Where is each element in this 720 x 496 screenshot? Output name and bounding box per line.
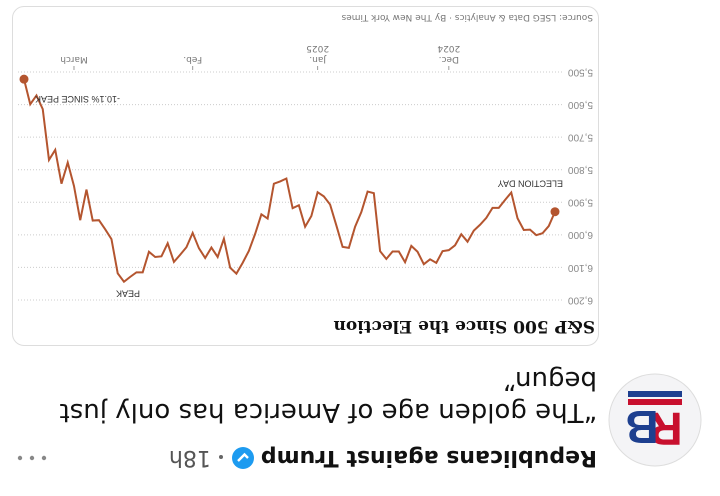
annotation: ELECTION DAY — [498, 178, 563, 188]
avatar[interactable]: R B — [608, 373, 702, 467]
x-tick-label: Jan. 2025 — [306, 43, 330, 64]
x-tick-label: March — [60, 54, 88, 64]
x-tick-label: Feb. — [183, 54, 203, 64]
y-tick-label: 5,500 — [568, 66, 593, 77]
verified-badge — [231, 447, 254, 469]
y-tick-label: 6,100 — [568, 262, 593, 273]
y-tick-label: 5,600 — [568, 99, 593, 110]
annotation: -10.1% SINCE PEAK — [35, 94, 120, 104]
y-tick-label: 6,200 — [568, 294, 593, 305]
y-tick-label: 5,800 — [568, 164, 593, 175]
separator — [218, 455, 223, 459]
avatar-letter: B — [625, 401, 658, 453]
annotation: PEAK — [116, 288, 140, 298]
point-marker — [550, 207, 560, 217]
post-header: Republicans against Trump 18h — [169, 442, 597, 474]
x-tick-label: Dec. 2024 — [437, 43, 461, 64]
y-tick-label: 5,700 — [568, 132, 593, 143]
line — [23, 78, 556, 284]
more-menu[interactable] — [14, 450, 50, 466]
point-marker — [19, 74, 29, 84]
avatar-letter: R — [649, 403, 682, 455]
y-tick-label: 5,900 — [568, 197, 593, 208]
y-tick-label: 6,000 — [568, 229, 593, 240]
